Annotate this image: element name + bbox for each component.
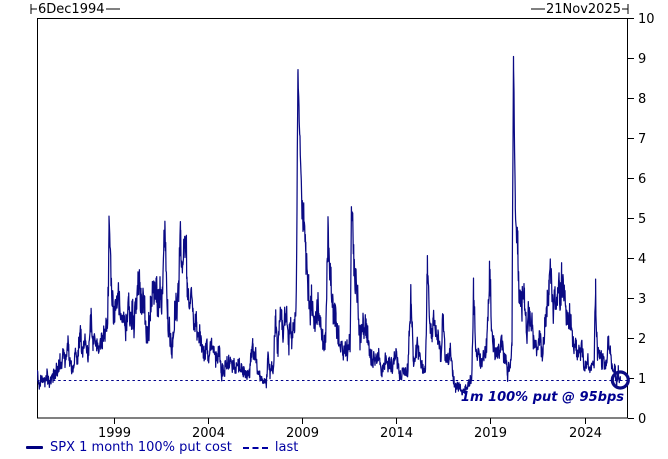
y-tick-label: 5 [638, 212, 646, 227]
y-tick-label: 4 [638, 252, 646, 267]
x-axis-ticks: 1999 2004 2009 2014 2019 2024 [98, 418, 602, 441]
y-axis-ticks: 0 1 2 3 4 5 6 7 8 9 10 [628, 12, 655, 427]
y-tick-label: 1 [638, 372, 646, 387]
start-date-text: 6Dec1994 [38, 1, 105, 17]
start-date-label: 6Dec1994 [30, 1, 120, 17]
end-date-dash-icon [531, 8, 545, 10]
x-tick-label: 2024 [569, 426, 602, 441]
x-tick-label: 2009 [286, 426, 319, 441]
chart-legend: SPX 1 month 100% put cost last [26, 440, 298, 455]
y-tick-label: 7 [638, 132, 646, 147]
y-tick-label: 3 [638, 292, 646, 307]
y-tick-label: 10 [638, 12, 655, 27]
y-tick-label: 8 [638, 92, 646, 107]
x-tick-label: 2004 [192, 426, 225, 441]
put-cost-series-line [37, 55, 621, 396]
legend-last-label: last [274, 440, 299, 455]
right-axis-bracket-icon [622, 4, 629, 14]
plot-border [37, 18, 628, 419]
y-tick-label: 6 [638, 172, 646, 187]
last-point-circle-marker [610, 370, 630, 390]
x-tick-label: 1999 [98, 426, 131, 441]
y-tick-label: 0 [638, 412, 646, 427]
y-tick-label: 9 [638, 52, 646, 67]
legend-last-dash-icon [242, 446, 268, 449]
left-axis-bracket-icon [30, 4, 37, 14]
x-tick-label: 2014 [380, 426, 413, 441]
legend-series-label: SPX 1 month 100% put cost [50, 440, 232, 455]
x-tick-label: 2019 [474, 426, 507, 441]
end-date-text: 21Nov2025 [546, 1, 621, 17]
start-date-dash-icon [105, 8, 120, 10]
legend-series-line-icon [26, 446, 43, 449]
last-value-annotation: 1m 100% put @ 95bps [460, 390, 624, 405]
end-date-label: 21Nov2025 [531, 1, 629, 17]
y-tick-label: 2 [638, 332, 646, 347]
